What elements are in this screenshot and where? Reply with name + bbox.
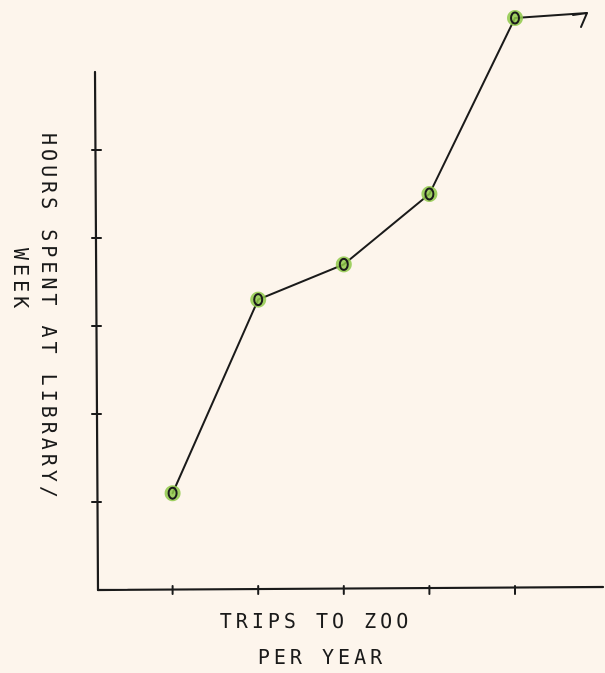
data-point-1 — [164, 485, 181, 502]
x-axis-title-line-1: TRIPS TO ZOO — [220, 609, 413, 633]
x-axis-title-line-2: PER YEAR — [258, 645, 386, 669]
data-points — [164, 10, 523, 502]
data-point-5-halo — [507, 10, 523, 26]
data-point-1-ring — [167, 486, 178, 500]
data-point-2-halo — [250, 291, 267, 308]
data-point-5-ring — [510, 11, 520, 25]
data-point-4 — [421, 186, 438, 202]
axis-ticks — [91, 149, 516, 595]
y-axis-title-line-2: WEEK — [9, 248, 33, 312]
data-point-1-halo — [164, 485, 181, 502]
y-axis-title-line-1: HOURS SPENT AT LIBRARY/ — [37, 133, 61, 502]
y-axis-line — [93, 70, 100, 592]
axes — [93, 70, 605, 592]
data-point-2 — [250, 291, 267, 308]
trend-arrow-head — [572, 12, 588, 28]
data-point-4-ring — [424, 187, 435, 201]
series-layer — [171, 12, 588, 495]
x-axis-title: TRIPS TO ZOO PER YEAR — [220, 609, 413, 669]
y-axis-title: HOURS SPENT AT LIBRARY/ WEEK — [9, 133, 61, 502]
data-point-5 — [507, 10, 523, 26]
data-point-3-halo — [335, 256, 352, 273]
data-point-3-ring — [338, 257, 349, 271]
data-point-2-ring — [253, 293, 264, 307]
data-point-4-halo — [421, 186, 438, 202]
data-point-3 — [335, 256, 352, 273]
series-line — [171, 17, 516, 495]
x-axis-line — [96, 585, 605, 592]
